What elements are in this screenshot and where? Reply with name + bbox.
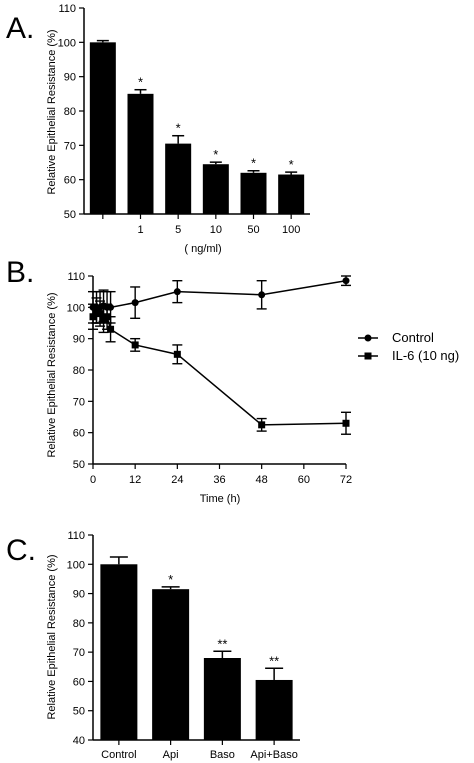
panel-c-y-tick-label: 70 — [73, 647, 85, 659]
panel-a-x-tick-label: 10 — [210, 224, 222, 236]
panel-b-control-point — [342, 277, 350, 285]
panel-a-y-tick-label: 50 — [64, 209, 76, 221]
panel-c-significance-mark: ** — [217, 636, 227, 651]
panel-b-label: B. — [6, 256, 34, 289]
panel-c-x-tick-label: Baso — [210, 749, 235, 761]
panel-c-y-tick-label: 110 — [67, 530, 85, 542]
panel-b-il6-line — [92, 309, 347, 426]
panel-b-il6-point — [89, 313, 97, 321]
panel-c-y-tick-label: 60 — [73, 676, 85, 688]
panel-a-bar — [127, 93, 154, 214]
panel-c-y-tick-label: 50 — [73, 706, 85, 718]
panel-a-x-tick-label: 5 — [175, 224, 181, 236]
panel-b-control-line — [93, 279, 347, 309]
panel-b: B. Relative Epithelial Resistance (%) Ti… — [6, 256, 459, 505]
panel-b-il6-point — [96, 310, 104, 318]
panel-b-x-tick-label: 36 — [213, 474, 225, 486]
panel-a-significance-mark: * — [176, 121, 181, 136]
panel-a-significance-mark: * — [138, 75, 143, 90]
panel-a-bar — [278, 174, 305, 214]
panel-b-control-point — [131, 299, 139, 307]
panel-b-y-tick-label: 90 — [73, 334, 85, 346]
panel-b-control-point — [173, 288, 181, 296]
panel-a: A. Relative Epithelial Resistance (%) ( … — [6, 3, 310, 255]
panel-a-y-tick-label: 80 — [64, 106, 76, 118]
panel-b-il6-point — [93, 306, 101, 314]
panel-b-y-tick-label: 110 — [67, 271, 85, 283]
panel-b-y-tick-label: 50 — [73, 459, 85, 471]
panel-a-y-axis-label: Relative Epithelial Resistance (%) — [46, 29, 58, 194]
panel-c-significance-mark: * — [168, 572, 173, 587]
legend-control-marker — [364, 334, 372, 342]
legend-il6-marker — [364, 352, 372, 360]
panel-a-y-tick-label: 90 — [64, 72, 76, 84]
panel-b-il6-point — [131, 341, 139, 349]
panel-b-y-tick-label: 70 — [73, 396, 85, 408]
panel-c-y-axis-label: Relative Epithelial Resistance (%) — [46, 554, 58, 719]
panel-a-bar — [89, 42, 116, 215]
panel-c-significance-mark: ** — [269, 653, 279, 668]
panel-b-il6-point — [100, 316, 108, 324]
panel-b-legend: Control IL-6 (10 ng) — [358, 330, 459, 363]
panel-a-x-tick-label: 100 — [282, 224, 300, 236]
panel-b-il6-point — [258, 421, 266, 429]
panel-b-y-tick-label: 60 — [73, 428, 85, 440]
panel-a-bar — [240, 172, 267, 214]
panel-a-y-tick-label: 70 — [64, 140, 76, 152]
legend-il6-label: IL-6 (10 ng) — [392, 348, 459, 363]
panel-a-bar — [165, 143, 192, 214]
panel-b-x-tick-label: 24 — [171, 474, 183, 486]
panel-b-control-point — [258, 291, 266, 299]
panel-a-label: A. — [6, 12, 34, 45]
panel-a-significance-mark: * — [251, 156, 256, 171]
panel-a-x-tick-label: 50 — [247, 224, 259, 236]
panel-a-significance-mark: * — [213, 147, 218, 162]
panel-b-il6-point — [107, 325, 115, 333]
panel-a-y-tick-label: 100 — [58, 37, 76, 49]
panel-a-y-tick-label: 60 — [64, 175, 76, 187]
panel-c-y-tick-label: 100 — [67, 559, 85, 571]
panel-c-x-tick-label: Api — [163, 749, 179, 761]
panel-b-x-tick-label: 60 — [298, 474, 310, 486]
panel-c-y-tick-label: 90 — [73, 589, 85, 601]
panel-c: C. Relative Epithelial Resistance (%) 40… — [6, 530, 300, 761]
panel-a-bar — [202, 164, 229, 214]
panel-a-y-tick-label: 110 — [58, 3, 76, 15]
panel-b-x-tick-label: 72 — [340, 474, 352, 486]
panel-c-y-tick-label: 80 — [73, 618, 85, 630]
panel-c-bar — [203, 658, 241, 740]
panel-b-y-tick-label: 80 — [73, 365, 85, 377]
panel-b-x-axis-label: Time (h) — [200, 493, 241, 505]
panel-c-x-tick-label: Api+Baso — [250, 749, 297, 761]
panel-b-x-tick-label: 0 — [90, 474, 96, 486]
panel-b-y-axis-label: Relative Epithelial Resistance (%) — [46, 292, 58, 457]
panel-c-bar — [100, 564, 138, 740]
panel-a-x-tick-label: 1 — [137, 224, 143, 236]
legend-control-label: Control — [392, 330, 434, 345]
panel-b-il6-point — [342, 419, 350, 427]
panel-c-bar — [152, 589, 190, 740]
panel-b-x-tick-label: 12 — [129, 474, 141, 486]
panel-c-y-tick-label: 40 — [73, 735, 85, 747]
panel-b-control-point — [107, 303, 115, 311]
panel-c-bar — [255, 679, 293, 740]
panel-b-y-tick-label: 100 — [67, 302, 85, 314]
panel-a-significance-mark: * — [289, 157, 294, 172]
panel-b-x-tick-label: 48 — [256, 474, 268, 486]
panel-b-il6-point — [173, 350, 181, 358]
panel-c-x-tick-label: Control — [101, 749, 136, 761]
panel-c-label: C. — [6, 534, 36, 567]
panel-a-x-axis-label: ( ng/ml) — [184, 243, 221, 255]
